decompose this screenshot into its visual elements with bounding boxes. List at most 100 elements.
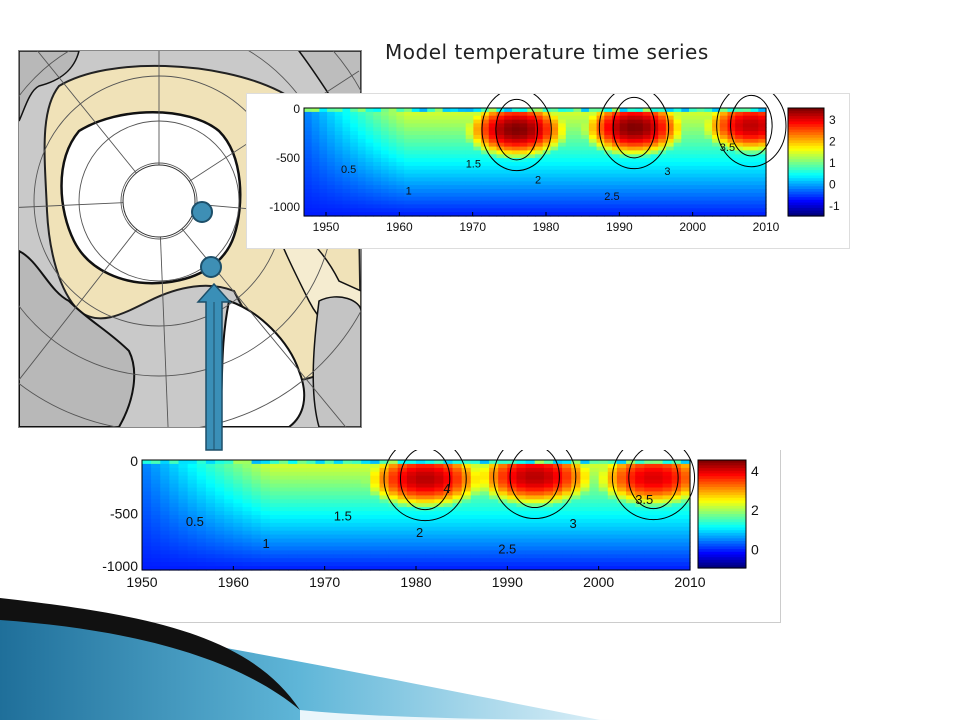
heatmap-cell: [526, 539, 536, 544]
heatmap-cell: [689, 158, 697, 163]
heatmap-cell: [589, 123, 597, 128]
heatmap-cell: [526, 476, 536, 481]
heatmap-cell: [458, 143, 466, 148]
heatmap-cell: [626, 523, 636, 528]
heatmap-cell: [343, 531, 353, 536]
heatmap-cell: [543, 170, 551, 175]
heatmap-cell: [580, 550, 590, 555]
heatmap-cell: [197, 491, 207, 496]
heatmap-cell: [169, 480, 179, 485]
heatmap-cell: [434, 562, 444, 567]
heatmap-cell: [279, 554, 289, 559]
heatmap-cell: [389, 460, 399, 465]
heatmap-cell: [604, 204, 612, 209]
heatmap-cell: [527, 116, 535, 121]
heatmap-cell: [288, 468, 298, 473]
heatmap-cell: [404, 150, 412, 155]
heatmap-cell: [297, 460, 307, 465]
heatmap-cell: [689, 123, 697, 128]
heatmap-cell: [566, 158, 574, 163]
heatmap-cell: [480, 476, 490, 481]
heatmap-cell: [398, 472, 408, 477]
heatmap-cell: [142, 562, 152, 567]
heatmap-cell: [581, 108, 589, 113]
heatmap-cell: [558, 143, 566, 148]
heatmap-cell: [416, 558, 426, 563]
heatmap-cell: [361, 511, 371, 515]
heatmap-cell: [334, 472, 344, 477]
contour-label: 1.5: [334, 509, 352, 524]
heatmap-cell: [535, 499, 545, 504]
heatmap-cell: [672, 543, 682, 548]
heatmap-cell: [712, 158, 720, 163]
heatmap-cell: [370, 535, 380, 540]
heatmap-cell: [252, 554, 262, 559]
heatmap-cell: [304, 108, 312, 113]
heatmap-cell: [425, 515, 435, 520]
heatmap-cell: [343, 539, 353, 544]
heatmap-cell: [435, 197, 443, 202]
heatmap-cell: [571, 539, 581, 544]
heatmap-cell: [407, 554, 417, 559]
heatmap-cell: [425, 503, 435, 508]
heatmap-cell: [535, 476, 545, 481]
heatmap-cell: [312, 108, 320, 113]
heatmap-cell: [654, 554, 664, 559]
heatmap-cell: [325, 546, 335, 551]
heatmap-cell: [224, 562, 234, 567]
heatmap-cell: [434, 476, 444, 481]
heatmap-cell: [489, 150, 497, 155]
heatmap-cell: [206, 460, 216, 465]
heatmap-cell: [489, 495, 499, 500]
heatmap-cell: [566, 123, 574, 128]
heatmap-cell: [334, 476, 344, 481]
x-tick-label: 1960: [386, 220, 413, 234]
heatmap-cell: [142, 460, 152, 465]
heatmap-cell: [663, 476, 673, 481]
heatmap-cell: [373, 185, 381, 190]
heatmap-cell: [758, 131, 766, 136]
heatmap-cell: [270, 464, 280, 469]
heatmap-cell: [644, 476, 654, 481]
heatmap-cell: [566, 177, 574, 182]
heatmap-cell: [252, 495, 262, 500]
heatmap-cell: [358, 123, 366, 128]
heatmap-cell: [462, 503, 472, 508]
heatmap-cell: [316, 535, 326, 540]
heatmap-cell: [626, 468, 636, 473]
heatmap-cell: [497, 170, 505, 175]
heatmap-cell: [370, 543, 380, 548]
heatmap-cell: [389, 562, 399, 567]
heatmap-cell: [658, 204, 666, 209]
heatmap-cell: [327, 108, 335, 113]
heatmap-cell: [644, 550, 654, 555]
heatmap-cell: [373, 189, 381, 194]
heatmap-cell: [480, 507, 490, 512]
heatmap-cell: [466, 150, 474, 155]
heatmap-cell: [550, 116, 558, 121]
heatmap-cell: [566, 108, 574, 113]
heatmap-cell: [574, 197, 582, 202]
heatmap-cell: [396, 131, 404, 136]
heatmap-cell: [663, 519, 673, 524]
heatmap-cell: [160, 480, 170, 485]
heatmap-cell: [498, 488, 508, 493]
heatmap-cell: [381, 158, 389, 163]
heatmap-cell: [389, 484, 399, 489]
heatmap-cell: [553, 515, 563, 520]
heatmap-cell: [160, 499, 170, 504]
heatmap-cell: [512, 158, 520, 163]
heatmap-cell: [608, 499, 618, 504]
heatmap-cell: [380, 507, 390, 512]
heatmap-cell: [526, 511, 536, 515]
heatmap-cell: [252, 480, 262, 485]
heatmap-cell: [681, 519, 691, 524]
heatmap-cell: [480, 554, 490, 559]
heatmap-cell: [370, 511, 380, 515]
heatmap-cell: [520, 150, 528, 155]
heatmap-cell: [243, 503, 253, 508]
heatmap-cell: [574, 204, 582, 209]
heatmap-cell: [151, 523, 161, 528]
heatmap-cell: [370, 503, 380, 508]
heatmap-cell: [380, 519, 390, 524]
